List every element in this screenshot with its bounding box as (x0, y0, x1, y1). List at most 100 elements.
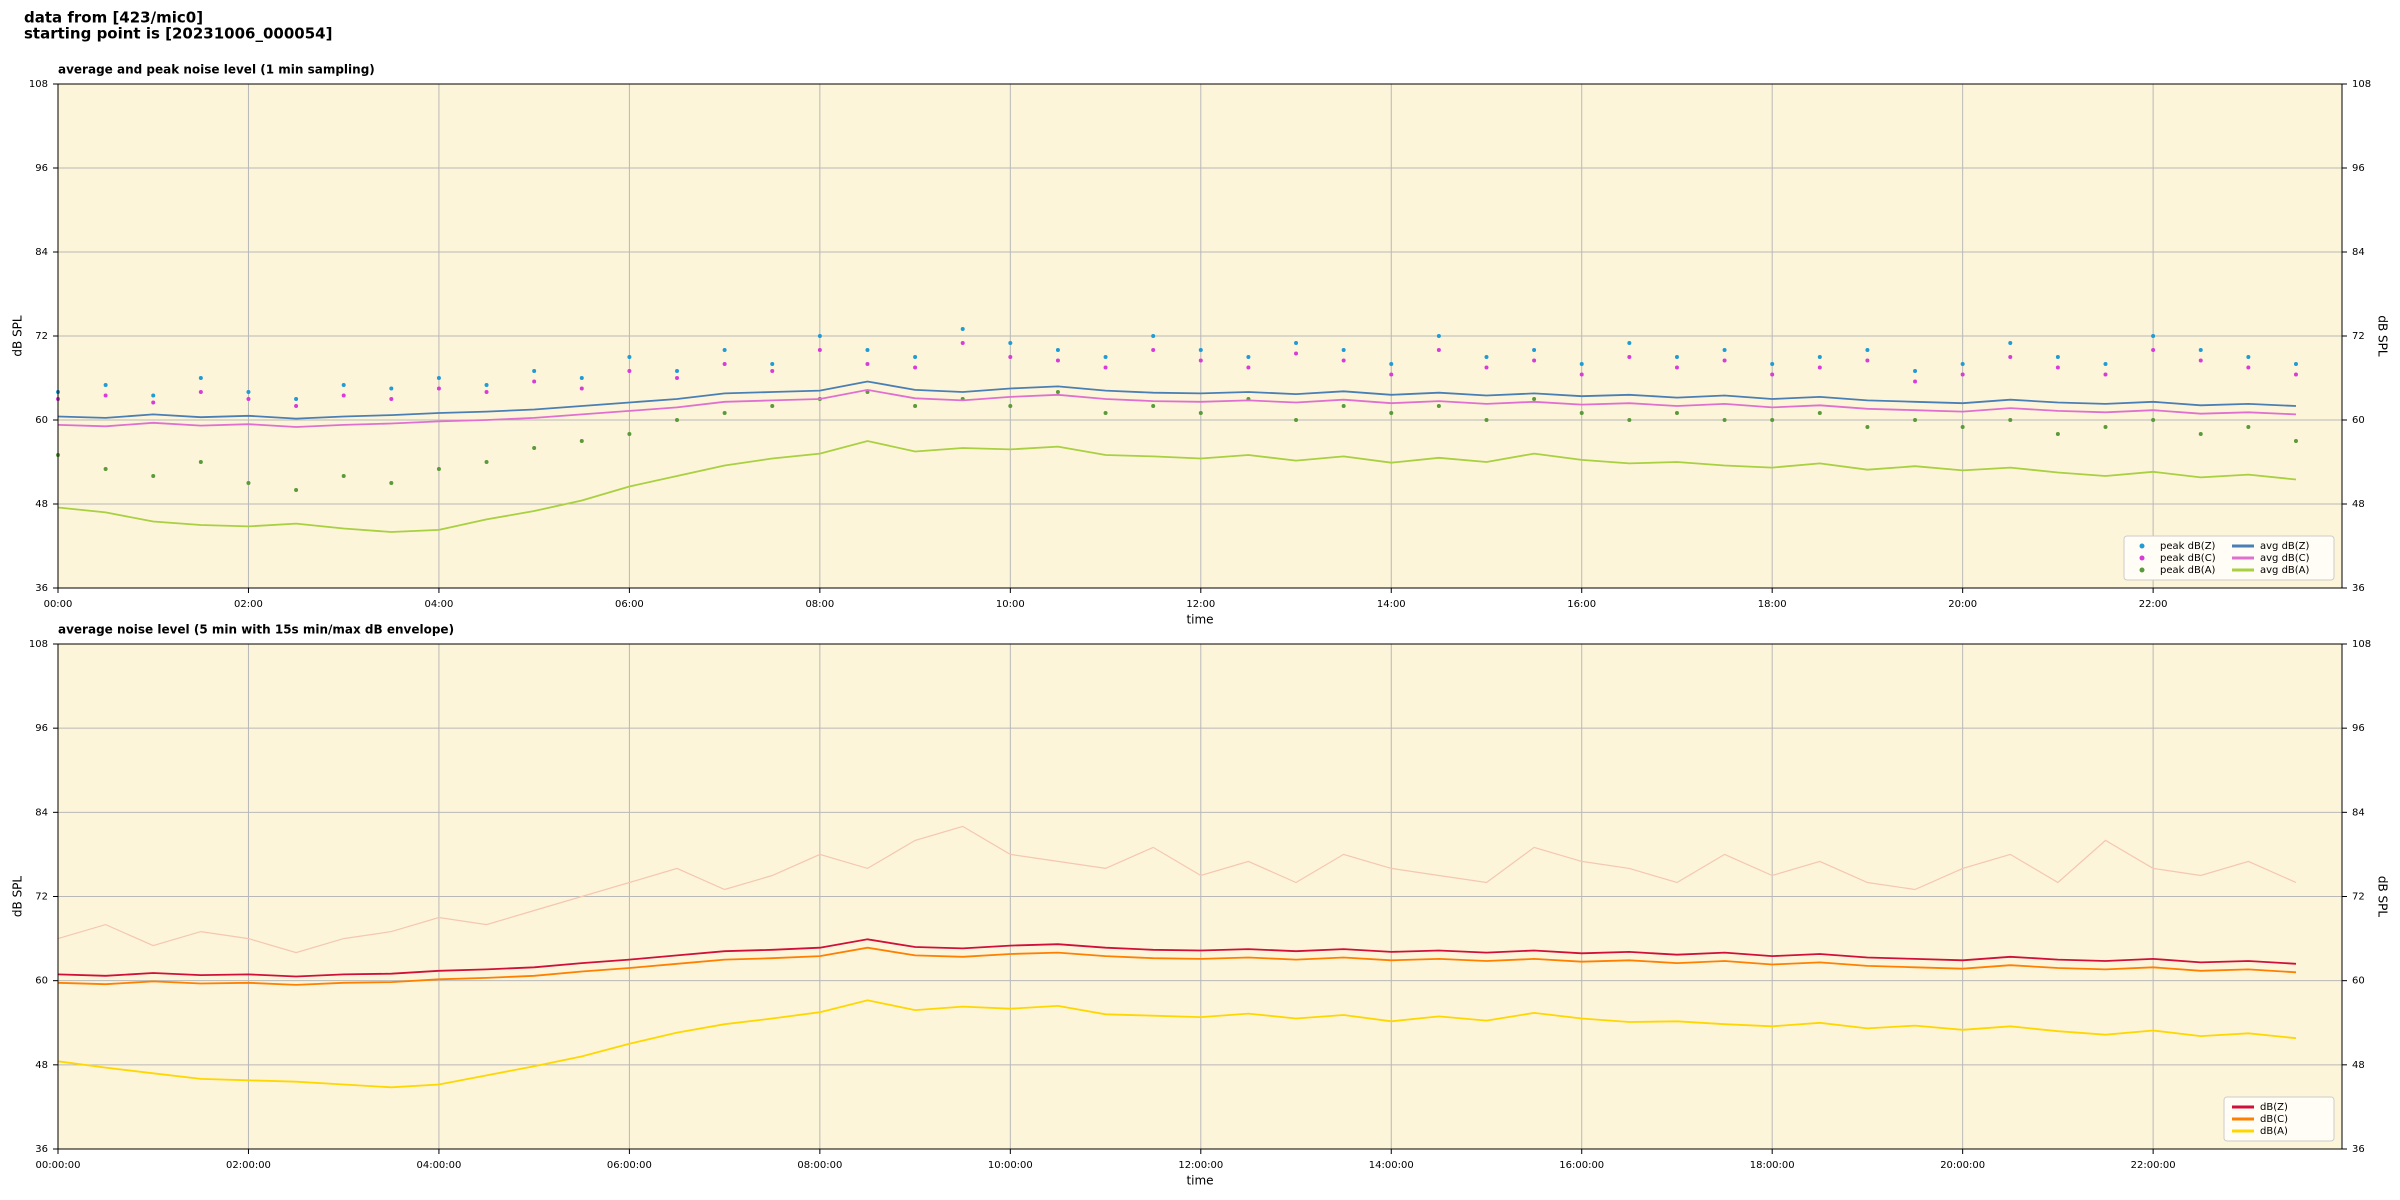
y-axis-label: dB SPL (2376, 876, 2390, 918)
x-tick-label: 10:00 (996, 599, 1025, 610)
peak-point (103, 393, 108, 398)
y-tick-label: 108 (29, 79, 48, 90)
peak-point (341, 474, 346, 478)
peak-point (865, 348, 870, 352)
y-tick-label: 84 (2352, 247, 2365, 258)
peak-point (960, 341, 965, 345)
peak-point (960, 327, 965, 331)
peak-point (1865, 348, 1870, 352)
y-axis-label: dB SPL (11, 315, 25, 357)
peak-point (2198, 358, 2203, 363)
y-tick-label: 60 (35, 415, 48, 426)
x-tick-label: 20:00 (1948, 599, 1977, 610)
peak-point (1817, 411, 1822, 415)
peak-point (294, 488, 299, 492)
peak-point (675, 418, 680, 422)
peak-point (1198, 358, 1203, 363)
peak-point (1294, 418, 1299, 422)
x-tick-label: 04:00:00 (416, 1160, 461, 1171)
header-line: data from [423/mic0] (24, 9, 203, 27)
y-tick-label: 36 (35, 583, 48, 594)
peak-point (198, 390, 203, 394)
peak-point (2103, 362, 2108, 366)
peak-point (436, 376, 441, 380)
peak-point (1389, 411, 1394, 415)
x-tick-label: 14:00 (1377, 599, 1406, 610)
peak-point (579, 376, 584, 380)
peak-point (817, 348, 822, 352)
y-tick-label: 84 (2352, 807, 2365, 818)
peak-point (2008, 341, 2013, 345)
peak-point (1246, 365, 1251, 370)
y-tick-label: 108 (2352, 79, 2371, 90)
x-tick-label: 18:00 (1758, 599, 1787, 610)
peak-point (1436, 348, 1441, 352)
y-tick-label: 96 (35, 163, 48, 174)
legend-label: avg dB(A) (2260, 565, 2310, 576)
peak-point (2246, 365, 2251, 370)
peak-point (1579, 411, 1584, 415)
peak-point (151, 400, 156, 405)
header-line: starting point is [20231006_000054] (24, 25, 332, 43)
y-tick-label: 36 (2352, 1144, 2365, 1155)
peak-point (532, 446, 537, 450)
legend-marker (2139, 567, 2145, 573)
legend-label: avg dB(Z) (2260, 541, 2310, 552)
peak-point (722, 348, 727, 352)
peak-point (246, 390, 251, 394)
peak-point (913, 404, 918, 408)
peak-point (1770, 362, 1775, 366)
x-tick-label: 02:00:00 (226, 1160, 271, 1171)
peak-point (151, 474, 156, 478)
x-tick-label: 08:00 (805, 599, 834, 610)
peak-point (341, 393, 346, 398)
peak-point (1722, 418, 1727, 422)
y-tick-label: 72 (2352, 892, 2365, 903)
peak-point (436, 386, 441, 391)
peak-point (1722, 348, 1727, 352)
peak-point (913, 365, 918, 370)
peak-point (1722, 358, 1727, 363)
peak-point (1770, 418, 1775, 422)
peak-point (1484, 365, 1489, 370)
peak-point (627, 369, 632, 373)
peak-point (1341, 348, 1346, 352)
peak-point (389, 397, 394, 401)
peak-point (1484, 418, 1489, 422)
peak-point (1436, 334, 1441, 338)
peak-point (1198, 348, 1203, 352)
peak-point (1294, 351, 1299, 356)
x-tick-label: 22:00:00 (2131, 1160, 2176, 1171)
peak-point (2151, 348, 2156, 352)
peak-point (484, 383, 489, 387)
peak-point (627, 432, 632, 436)
peak-point (1294, 341, 1299, 345)
legend-marker (2139, 543, 2145, 549)
series-line (57, 380, 2297, 420)
peak-point (1532, 397, 1537, 401)
peak-point (1913, 369, 1918, 373)
peak-point (2293, 362, 2298, 366)
peak-point (770, 362, 775, 366)
chart-title: average and peak noise level (1 min samp… (58, 63, 375, 77)
peak-point (294, 397, 299, 401)
y-tick-label: 72 (35, 331, 48, 342)
y-tick-label: 96 (2352, 163, 2365, 174)
peak-point (341, 383, 346, 387)
peak-point (1865, 358, 1870, 363)
peak-point (1770, 372, 1775, 377)
legend-label: peak dB(Z) (2160, 541, 2216, 552)
peak-point (1151, 404, 1156, 408)
peak-point (1960, 425, 1965, 429)
peak-point (1674, 411, 1679, 415)
peak-point (1627, 341, 1632, 345)
plot-frame (57, 83, 2343, 589)
peak-point (1674, 365, 1679, 370)
x-tick-label: 12:00 (1186, 599, 1215, 610)
x-tick-label: 00:00:00 (36, 1160, 81, 1171)
peak-point (389, 386, 394, 391)
peak-point (1484, 355, 1489, 359)
peak-point (1627, 418, 1632, 422)
y-tick-label: 36 (2352, 583, 2365, 594)
peak-point (103, 383, 108, 387)
